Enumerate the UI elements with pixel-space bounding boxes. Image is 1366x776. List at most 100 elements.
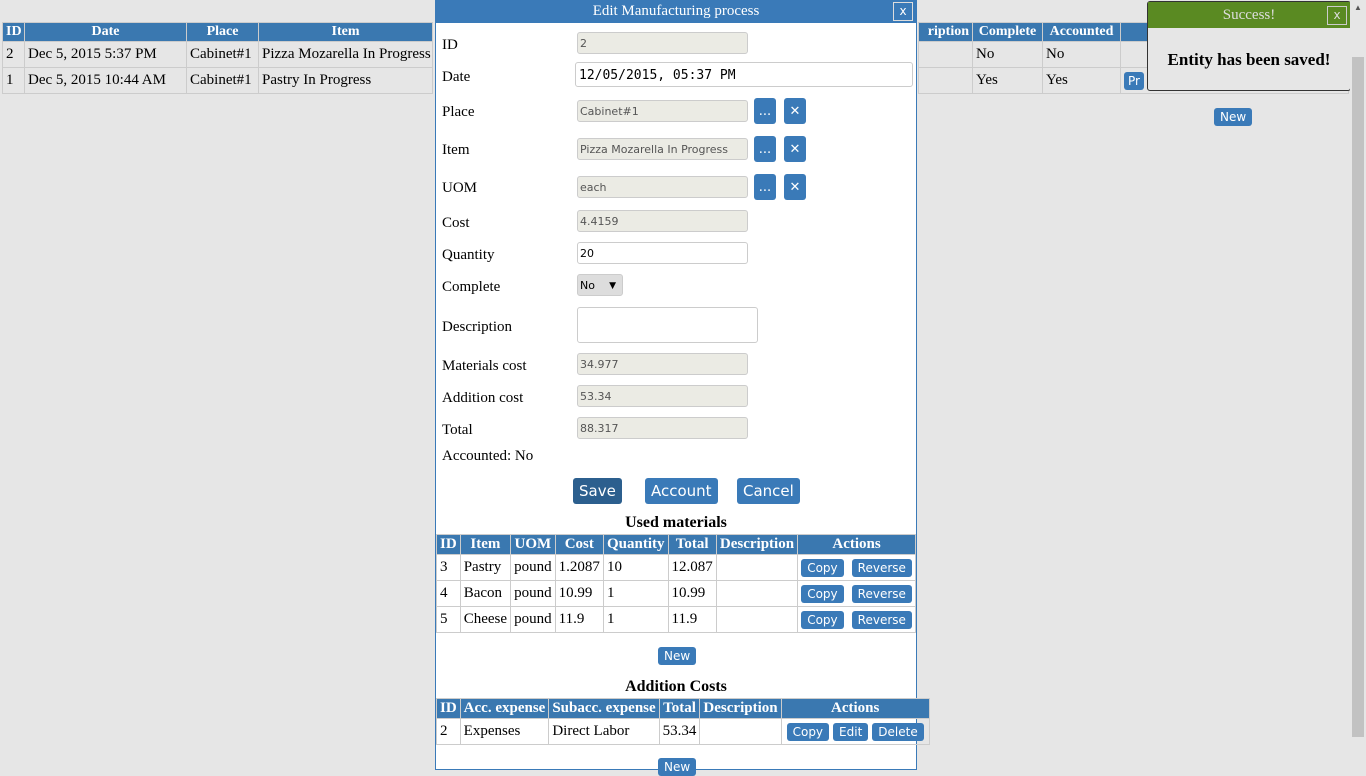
table-row: 4 Bacon pound 10.99 1 10.99 Copy Reverse [436,580,916,607]
copy-button[interactable]: Copy [801,558,844,577]
complete-label: Complete [442,279,501,295]
cell [918,67,973,94]
new-material-button[interactable]: New [658,647,697,665]
col-item: Item [258,22,433,42]
item-clear-button[interactable]: ✕ [784,136,806,162]
copy-button[interactable]: Copy [786,722,830,741]
success-toast: Success! x Entity has been saved! [1147,1,1351,91]
scrollbar[interactable]: ▲ [1350,0,1366,768]
copy-button[interactable]: Copy [801,610,844,629]
col-complete: Complete [972,22,1043,42]
cancel-button[interactable]: Cancel [737,478,800,504]
addition-cost-field[interactable]: 53.34 [577,385,748,407]
cell-uom: pound [510,554,556,581]
materials-cost-field[interactable]: 34.977 [577,353,748,375]
uom-clear-button[interactable]: ✕ [784,174,806,200]
process-button[interactable]: Pr [1124,71,1144,90]
table-row[interactable]: 2 Dec 5, 2015 5:37 PM Cabinet#1 Pizza Mozar… [2,41,433,68]
column-header: UOM [510,534,556,555]
col-accounted: Accounted [1042,22,1121,42]
col-place: Place [186,22,259,42]
quantity-input[interactable]: 20 [577,242,748,264]
accounted-status: Accounted: No [442,448,534,464]
column-header: Quantity [602,534,669,555]
reverse-button[interactable]: Reverse [851,610,912,629]
cell-cost: 11.9 [554,606,604,633]
addition-costs-table: ID Acc. expense Subacc. expense Total Descri… [436,698,930,745]
id-field[interactable]: 2 [577,32,748,54]
cell-description [715,554,799,581]
account-button[interactable]: Account [645,478,718,504]
cell: Dec 5, 2015 5:37 PM [24,41,187,68]
used-materials-table: ID Item UOM Cost Quantity Total Description Act… [436,534,916,633]
column-header: Description [715,534,799,555]
column-header: Actions [780,698,930,719]
cell-subacc: Direct Labor [548,718,660,745]
complete-select[interactable]: No ▼ [577,274,623,296]
edit-dialog: Edit Manufacturing process x ID 2 Date 12… [435,0,930,776]
cell-item: Bacon [459,580,512,607]
copy-button[interactable]: Copy [801,584,844,603]
cell: Yes [972,67,1043,94]
scrollbar-thumb[interactable] [1352,57,1364,737]
cell: Pastry In Progress [258,67,433,94]
description-label: Description [442,319,512,335]
column-header: ID [436,534,461,555]
column-header: Description [699,698,782,719]
cell-description [715,580,799,607]
reverse-button[interactable]: Reverse [851,558,912,577]
cell-id: 2 [436,718,461,745]
place-clear-button[interactable]: ✕ [784,98,806,124]
uom-field[interactable]: each [577,176,748,198]
dialog-close-button[interactable]: x [893,2,913,21]
item-label: Item [442,142,470,158]
total-field[interactable]: 88.317 [577,417,748,439]
dialog-title: Edit Manufacturing process [592,3,760,19]
place-browse-button[interactable]: ... [754,98,776,124]
new-addition-cost-button[interactable]: New [658,758,697,776]
table-row[interactable]: 1 Dec 5, 2015 10:44 AM Cabinet#1 Pastry In … [2,67,433,94]
cell-cost: 1.2087 [554,554,604,581]
cell: No [1042,41,1121,68]
description-textarea[interactable] [577,307,758,343]
cost-field[interactable]: 4.4159 [577,210,748,232]
cell-acc: Expenses [459,718,550,745]
cell-item: Pastry [459,554,512,581]
reverse-button[interactable]: Reverse [851,584,912,603]
toast-message: Entity has been saved! [1167,50,1331,69]
column-header: Subacc. expense [548,698,660,719]
delete-button[interactable]: Delete [872,722,924,741]
cell: Pizza Mozarella In Progress [258,41,433,68]
cost-label: Cost [442,215,470,231]
cell: Cabinet#1 [186,67,259,94]
dropdown-arrow-icon: ▼ [609,281,616,291]
edit-button[interactable]: Edit [833,722,869,741]
materials-cost-label: Materials cost [442,358,527,374]
column-header: Cost [554,534,604,555]
scroll-up-icon[interactable]: ▲ [1354,3,1362,12]
item-field[interactable]: Pizza Mozarella In Progress [577,138,748,160]
column-header: Total [667,534,717,555]
toast-close-button[interactable]: x [1327,6,1347,25]
column-header: Acc. expense [459,698,550,719]
toast-header: Success! x [1148,2,1350,28]
cell-total: 53.34 [658,718,701,745]
column-header: ID [436,698,461,719]
cell: 1 [2,67,25,94]
column-header: Actions [797,534,916,555]
id-label: ID [442,37,458,53]
cell-uom: pound [510,606,556,633]
col-description: ription [918,22,973,42]
cell-quantity: 1 [602,606,669,633]
place-field[interactable]: Cabinet#1 [577,100,748,122]
save-button[interactable]: Save [573,478,622,504]
new-process-button[interactable]: New [1214,108,1253,126]
cell-total: 12.087 [667,554,717,581]
cell-description [715,606,799,633]
uom-browse-button[interactable]: ... [754,174,776,200]
cell-item: Cheese [459,606,512,633]
cell: Yes [1042,67,1121,94]
date-input[interactable]: 12/05/2015, 05:37 PM [575,62,913,87]
cell-quantity: 1 [602,580,669,607]
item-browse-button[interactable]: ... [754,136,776,162]
